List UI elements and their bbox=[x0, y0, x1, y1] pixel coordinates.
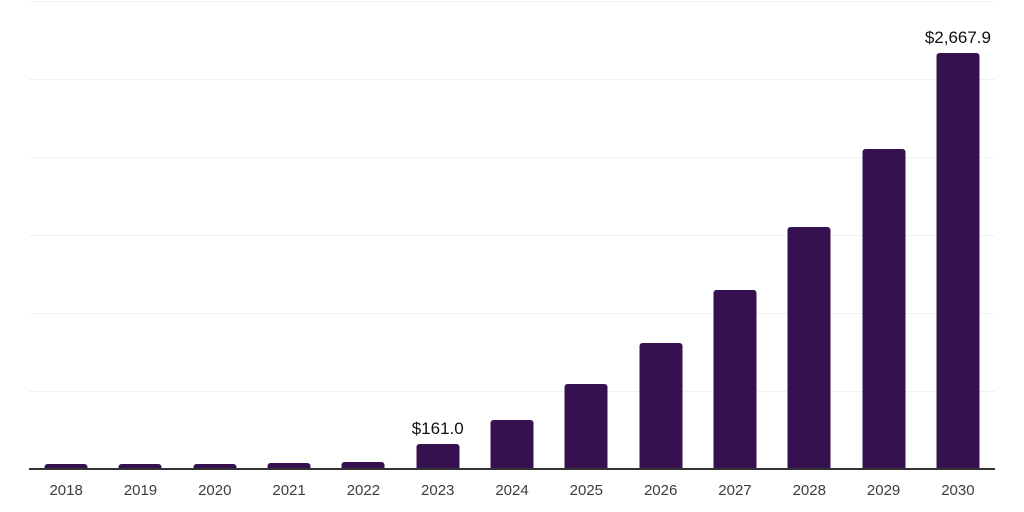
bar-2025 bbox=[564, 384, 608, 469]
x-axis-tick-label-2020: 2020 bbox=[198, 482, 232, 499]
bar-group-2019 bbox=[103, 0, 177, 469]
bar-2020 bbox=[193, 463, 237, 469]
bar-group-2018 bbox=[29, 0, 103, 469]
gridline bbox=[29, 391, 995, 392]
bar-2018 bbox=[44, 464, 88, 469]
bar-group-2021 bbox=[252, 0, 326, 469]
gridlines bbox=[29, 0, 995, 469]
x-axis-tick-label-2018: 2018 bbox=[49, 482, 83, 499]
bar-group-2024 bbox=[475, 0, 549, 469]
x-axis-tick-label-2027: 2027 bbox=[718, 482, 752, 499]
gridline bbox=[29, 1, 995, 2]
bar-2027 bbox=[713, 289, 757, 469]
x-axis-tick-label-2028: 2028 bbox=[792, 482, 826, 499]
x-axis-tick-label-2025: 2025 bbox=[569, 482, 604, 499]
bar-2022 bbox=[341, 462, 385, 469]
gridline bbox=[29, 313, 995, 314]
bar-value-label-2023: $161.0 bbox=[411, 418, 464, 438]
bar-2019 bbox=[118, 463, 162, 469]
bar-2023 bbox=[416, 443, 460, 469]
bar-2028 bbox=[787, 227, 831, 469]
bar-group-2028 bbox=[772, 0, 846, 469]
x-axis-tick-label-2023: 2023 bbox=[421, 482, 455, 499]
x-axis-labels: 2018 2019 2020 2021 2022 2023 2024 2025 2026 2027… bbox=[29, 482, 995, 500]
bar-group-2022 bbox=[326, 0, 400, 469]
bar-group-2030: $2,667.9 bbox=[921, 0, 995, 469]
bar-2030 bbox=[936, 52, 980, 469]
x-axis-line bbox=[29, 468, 995, 470]
x-axis-tick-label-2019: 2019 bbox=[123, 482, 158, 499]
bar-2026 bbox=[639, 342, 683, 469]
bar-group-2026 bbox=[624, 0, 698, 469]
gridline bbox=[29, 157, 995, 158]
bar-group-2023: $161.0 bbox=[401, 0, 475, 469]
x-axis-tick-label-2029: 2029 bbox=[866, 482, 901, 499]
bar-2024 bbox=[490, 419, 534, 469]
bars-container: $161.0 $2,667.9 bbox=[29, 0, 995, 469]
x-axis-tick-label-2026: 2026 bbox=[643, 482, 678, 499]
x-axis-tick-label-2024: 2024 bbox=[495, 482, 529, 499]
bar-value-label-2030: $2,667.9 bbox=[924, 27, 991, 47]
bar-group-2020 bbox=[178, 0, 252, 469]
gridline bbox=[29, 79, 995, 80]
gridline bbox=[29, 235, 995, 236]
plot-area: $161.0 $2,667.9 bbox=[29, 0, 995, 470]
x-axis-tick-label-2030: 2030 bbox=[941, 482, 975, 499]
bar-group-2025 bbox=[549, 0, 623, 469]
bar-2021 bbox=[267, 463, 311, 469]
x-axis-tick-label-2021: 2021 bbox=[272, 482, 306, 499]
bar-2029 bbox=[862, 149, 906, 469]
bar-group-2029 bbox=[846, 0, 920, 469]
x-axis-tick-label-2022: 2022 bbox=[346, 482, 381, 499]
bar-group-2027 bbox=[698, 0, 772, 469]
